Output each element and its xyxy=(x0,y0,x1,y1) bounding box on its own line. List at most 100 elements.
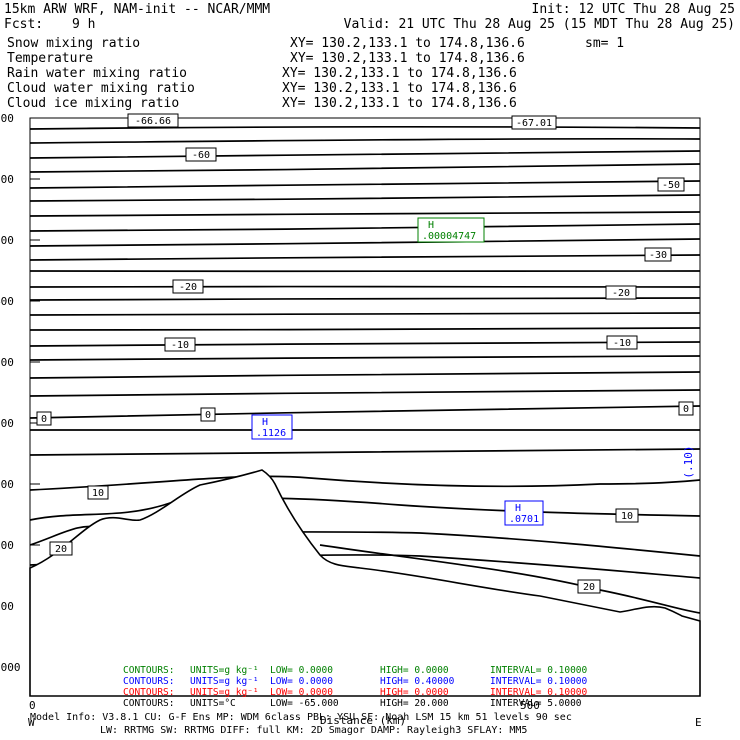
isotherm-line xyxy=(29,475,701,491)
isotherm-line xyxy=(29,448,701,456)
contour-info-contours: CONTOURS: xyxy=(123,698,174,709)
isotherm-line xyxy=(29,150,701,159)
field-xy: XY= 130.2,133.1 to 174.8,136.6 xyxy=(282,81,517,96)
contour-label: 20 xyxy=(583,582,595,593)
contour-label-box xyxy=(577,579,601,594)
isotherm-line xyxy=(29,405,701,419)
y-tick-label: 600 xyxy=(0,417,14,430)
contour-label-box xyxy=(657,177,685,192)
terrain-outline xyxy=(29,469,701,697)
contour-labels: -66.66 -67.01 -60 -50 -30 -20 -20 -10 -10 0 0 0 10 10… xyxy=(36,113,694,594)
contour-info-low: LOW= 0.0000 xyxy=(270,676,333,687)
contour-label: -30 xyxy=(649,250,667,261)
contour-info-units: UNITS=°C xyxy=(190,698,236,709)
contour-label-box xyxy=(644,247,672,262)
model-info-line2: LW: RRTMG SW: RRTMG DIFF: full KM: 2D Sm… xyxy=(100,725,527,736)
high-value: .1126 xyxy=(256,428,286,439)
high-label: H xyxy=(428,220,434,231)
y-tick-label: 1000 xyxy=(0,661,21,674)
x-end-left: W xyxy=(28,716,35,729)
x-axis-label: Distance (km) xyxy=(320,714,406,727)
contour-info: CONTOURS: UNITS=g kg⁻¹ LOW= 0.0000 HIGH= 0.… xyxy=(123,665,588,709)
high-box xyxy=(251,414,293,440)
isotherm-line xyxy=(29,238,701,247)
isotherm-line xyxy=(29,223,701,232)
contour-info-interval: INTERVAL= 0.10000 xyxy=(490,687,588,698)
header: 15km ARW WRF, NAM-init -- NCAR/MMM Init:… xyxy=(4,2,735,111)
isotherm-line xyxy=(29,312,701,316)
model-info-line1: Model Info: V3.8.1 CU: G-F Ens MP: WDM 6… xyxy=(30,712,572,723)
contour-label: 10 xyxy=(92,488,104,499)
y-tick-label: 400 xyxy=(0,295,14,308)
isotherm-line xyxy=(29,371,701,379)
contour-label: -67.01 xyxy=(516,118,552,129)
field-name: Cloud water mixing ratio xyxy=(7,81,195,96)
isotherm-line xyxy=(29,254,701,261)
isotherm-line xyxy=(29,341,701,347)
contour-info-low: LOW= 0.0000 xyxy=(270,687,333,698)
contour-info-high: HIGH= 0.0000 xyxy=(380,687,449,698)
field-xy: XY= 130.2,133.1 to 174.8,136.6 xyxy=(282,66,517,81)
field-xy: XY= 130.2,133.1 to 174.8,136.6 xyxy=(282,96,517,111)
contour-label-box xyxy=(605,285,637,300)
isotherm-line xyxy=(29,137,701,144)
contour-label-box xyxy=(678,401,694,416)
init-time: Init: 12 UTC Thu 28 Aug 25 xyxy=(532,2,736,17)
contour-label-box xyxy=(127,113,179,128)
contour-info-interval: INTERVAL= 0.10000 xyxy=(490,676,588,687)
isotherm-line xyxy=(29,211,701,217)
isotherm-line xyxy=(29,355,701,361)
high-label: H xyxy=(515,503,521,514)
contour-label: 0 xyxy=(683,404,689,415)
contour-info-contours: CONTOURS: xyxy=(123,676,174,687)
contour-info-contours: CONTOURS: xyxy=(123,687,174,698)
y-tick-label: 100 xyxy=(0,112,14,125)
y-tick-label: 900 xyxy=(0,600,14,613)
contour-label: -10 xyxy=(613,338,631,349)
field-xy: XY= 130.2,133.1 to 174.8,136.6 xyxy=(290,51,525,66)
contour-label: -10 xyxy=(171,340,189,351)
contour-label-box xyxy=(36,411,52,426)
contour-label: -60 xyxy=(192,150,210,161)
x-tick-500: 500 xyxy=(520,699,540,712)
plot-area: 1002003004005006007008009001000 -66.66-6… xyxy=(0,112,701,697)
isotherm-line xyxy=(29,194,701,202)
fcst-value: 9 h xyxy=(72,17,95,32)
contour-label: -50 xyxy=(662,180,680,191)
y-tick-label: 200 xyxy=(0,173,14,186)
isotherm-line xyxy=(29,327,701,331)
contour-label-box xyxy=(615,508,639,523)
isotherm-line xyxy=(29,180,701,189)
contour-info-units: UNITS=g kg⁻¹ xyxy=(190,676,259,687)
isotherm-line xyxy=(29,389,701,397)
contour-label: 0 xyxy=(205,410,211,421)
contour-label-box xyxy=(185,147,217,162)
cloud-water-edge-label: (.10) xyxy=(682,445,695,478)
field-name: Rain water mixing ratio xyxy=(7,66,187,81)
contour-info-contours: CONTOURS: xyxy=(123,665,174,676)
contour-info-high: HIGH= 0.40000 xyxy=(380,676,455,687)
contour-label: -66.66 xyxy=(135,116,171,127)
y-tick-label: 800 xyxy=(0,539,14,552)
x-end-right: E xyxy=(695,716,702,729)
contour-label-box xyxy=(87,485,109,500)
isotherm-line xyxy=(319,544,701,614)
field-list: Snow mixing ratio XY= 130.2,133.1 to 174.… xyxy=(7,36,624,111)
contour-info-high: HIGH= 20.000 xyxy=(380,698,449,709)
y-tick-label: 300 xyxy=(0,234,14,247)
contour-label: -20 xyxy=(612,288,630,299)
contour-info-low: LOW= 0.0000 xyxy=(270,665,333,676)
contour-info-high: HIGH= 0.0000 xyxy=(380,665,449,676)
contour-label-box xyxy=(606,335,638,350)
field-name: Cloud ice mixing ratio xyxy=(7,96,179,111)
high-value: .00004747 xyxy=(422,231,476,242)
contour-info-units: UNITS=g kg⁻¹ xyxy=(190,687,259,698)
valid-time: Valid: 21 UTC Thu 28 Aug 25 (15 MDT Thu … xyxy=(344,17,735,32)
isotherm-line xyxy=(29,497,701,521)
field-name: Snow mixing ratio xyxy=(7,36,140,51)
y-tick-label: 700 xyxy=(0,478,14,491)
high-box xyxy=(504,500,544,526)
high-label: H xyxy=(262,417,268,428)
